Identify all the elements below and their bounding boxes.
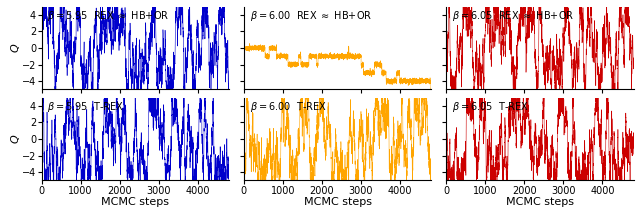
Text: $\beta=5.95$  REX $\approx$ HB+OR: $\beta=5.95$ REX $\approx$ HB+OR: [47, 9, 170, 23]
Text: $\beta=6.05$  REX $\approx$ HB+OR: $\beta=6.05$ REX $\approx$ HB+OR: [452, 9, 574, 23]
X-axis label: MCMC steps: MCMC steps: [303, 197, 372, 207]
Y-axis label: Q: Q: [10, 44, 20, 52]
Text: $\beta=6.00$  T-REX: $\beta=6.00$ T-REX: [250, 100, 326, 114]
Text: $\beta=6.00$  REX $\approx$ HB+OR: $\beta=6.00$ REX $\approx$ HB+OR: [250, 9, 372, 23]
Y-axis label: Q: Q: [10, 135, 20, 143]
Text: $\beta=6.05$  T-REX: $\beta=6.05$ T-REX: [452, 100, 529, 114]
X-axis label: MCMC steps: MCMC steps: [101, 197, 169, 207]
X-axis label: MCMC steps: MCMC steps: [506, 197, 574, 207]
Text: $\beta=5.95$  T-REX: $\beta=5.95$ T-REX: [47, 100, 124, 114]
